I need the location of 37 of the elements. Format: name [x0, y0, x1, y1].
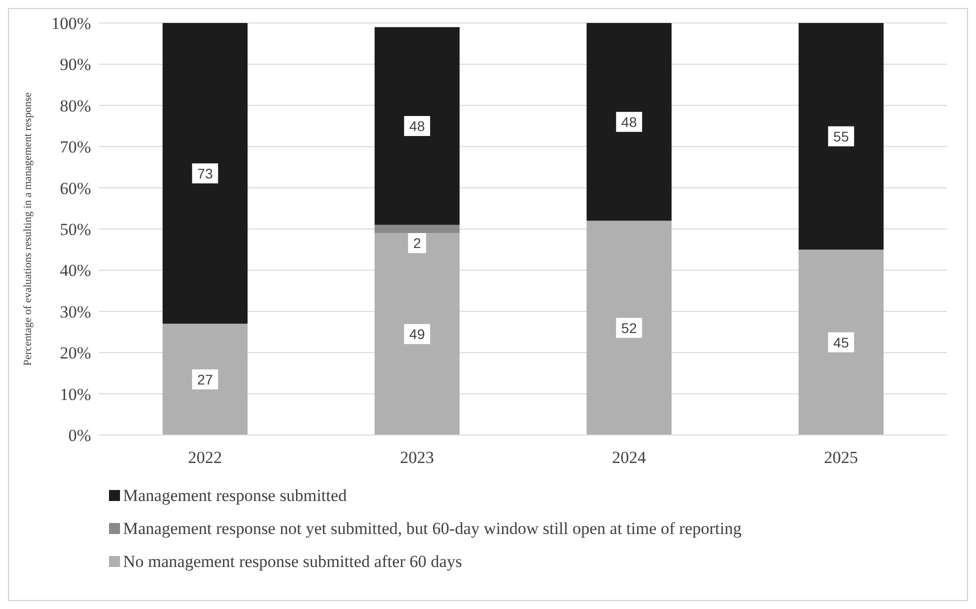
bar [374, 224, 460, 234]
data-label: 45 [833, 334, 850, 350]
y-tick-label: 50% [60, 220, 91, 240]
data-label: 2 [413, 235, 422, 252]
bar [586, 23, 672, 221]
legend-label: Management response not yet submitted, but 60-day window still open at time of reporting [123, 518, 742, 538]
data-label: 27 [197, 371, 214, 388]
x-tick-label: 2022 [188, 448, 222, 468]
bar [162, 23, 248, 324]
x-tick-label: 2023 [400, 448, 434, 468]
bar [586, 220, 672, 435]
y-tick-label: 20% [60, 344, 91, 363]
bar [162, 324, 248, 435]
data-label: 49 [409, 326, 426, 342]
y-tick-label: 70% [60, 138, 91, 157]
legend-label: Management response submitted [123, 486, 347, 506]
data-label: 55 [833, 128, 850, 144]
y-tick-label: 40% [60, 261, 91, 280]
y-tick-label: 10% [60, 384, 91, 404]
x-tick-label: 2025 [824, 448, 858, 468]
y-tick-label: 0% [68, 426, 91, 446]
data-label: 73 [197, 165, 214, 182]
y-tick-label: 60% [60, 178, 91, 198]
bar [798, 250, 884, 435]
y-tick-label: 30% [60, 302, 91, 322]
data-label: 48 [621, 114, 638, 130]
data-label: 52 [621, 320, 638, 336]
bar [374, 27, 460, 225]
y-tick-label: 100% [51, 14, 91, 34]
data-label: 48 [409, 118, 426, 134]
bar [798, 23, 884, 250]
y-tick-label: 90% [60, 55, 91, 74]
y-axis-title: Percentage of evaluations resulting in a management response [22, 92, 34, 366]
legend-label: No management response submitted after 60 days [123, 552, 462, 572]
bar [374, 233, 460, 435]
y-tick-label: 80% [60, 96, 91, 116]
x-tick-label: 2024 [612, 448, 646, 468]
